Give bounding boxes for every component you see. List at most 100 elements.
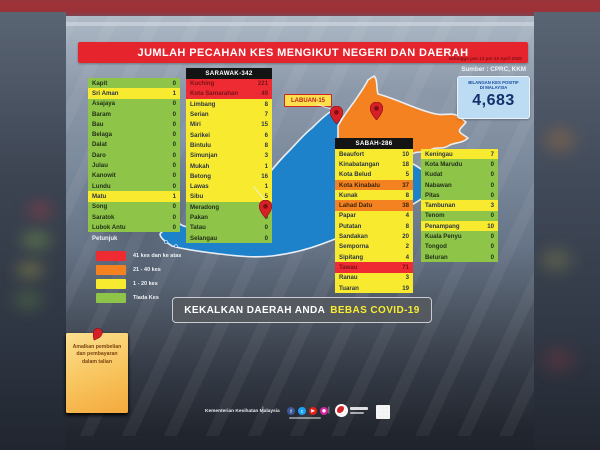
district-cases: 38 [402,202,409,210]
district-name: Dalat [92,141,107,149]
district-cases: 15 [261,121,268,129]
legend-swatch [96,293,126,303]
district-cases: 0 [172,213,176,221]
district-name: Lundu [92,182,111,190]
blurred-backdrop-right [534,12,600,450]
banner-text: KEKALKAN DAERAH ANDA [184,304,326,316]
legend-swatch [96,251,126,261]
district-cases: 0 [490,171,494,179]
social-glyph: ▶ [311,408,315,413]
district-row: Sibu 5 [186,191,272,203]
district-cases: 6 [264,131,268,139]
sarawak-district-column-2: SARAWAK-342 Kuching 221 Kota Samarahan 4… [186,68,272,244]
sticky-note: Amalkan pembelian dan pembayaran dalam t… [66,328,128,413]
district-cases: 3 [264,152,268,160]
district-name: Daro [92,151,106,159]
district-row: Limbang 8 [186,99,272,110]
district-cases: 5 [405,171,409,179]
legend-label: 21 - 40 kes [133,267,161,273]
district-name: Mukah [190,162,210,170]
district-row: Baram 0 [88,108,180,120]
district-row: Saratok 0 [88,211,180,223]
district-name: Sipitang [339,253,364,261]
footer-divider: | [262,407,264,414]
district-cases: 0 [172,203,176,211]
instagram-icon: ◉ [320,407,328,415]
district-row: Penampang 10 [421,221,498,232]
legend-item: 1 - 20 kes [96,277,181,291]
district-name: Ranau [339,274,358,282]
district-cases: 8 [405,222,409,230]
district-cases: 0 [172,172,176,180]
district-row: Kudat 0 [421,169,498,180]
district-row: Kunak 8 [335,190,413,201]
legend-label: 41 kes dan ke atas [133,253,182,259]
banner-highlight: BEBAS COVID-19 [330,304,420,316]
cprc-logo-text-line [350,412,364,414]
district-cases: 0 [490,181,494,189]
district-row: Ranau 3 [335,272,413,283]
district-row: Kota Belud 5 [335,169,413,180]
district-name: Beaufort [339,150,365,158]
district-name: Baram [92,110,111,118]
district-name: Sandakan [339,233,368,241]
campaign-banner: KEKALKAN DAERAH ANDA BEBAS COVID-19 [172,297,432,323]
district-name: Papar [339,212,356,220]
district-name: Limbang [190,100,216,108]
district-row: Tatau 0 [186,222,272,233]
district-name: Selangau [190,234,218,242]
district-name: Julau [92,162,108,170]
district-cases: 8 [264,100,268,108]
district-name: Saratok [92,213,115,221]
district-cases: 8 [264,141,268,149]
district-cases: 4 [405,212,409,220]
district-name: Tenom [425,212,445,220]
district-name: Simunjan [190,152,218,160]
district-cases: 1 [172,89,176,97]
district-cases: 4 [405,253,409,261]
legend-label: Tiada Kes [133,295,159,301]
district-row: Lubok Antu 0 [88,222,180,233]
district-cases: 0 [172,110,176,118]
district-name: Beluran [425,253,448,261]
social-glyph: ◉ [322,408,326,413]
district-cases: 0 [172,182,176,190]
district-name: Tawau [339,263,358,271]
district-cases: 16 [261,172,268,180]
island-dot [164,240,168,244]
district-cases: 0 [490,160,494,168]
district-cases: 20 [402,233,409,241]
legend-item: Tiada Kes [96,291,181,305]
sarawak-rows: Kuching 221 Kota Samarahan 49 Limbang 8 [186,78,272,244]
total-cases-value: 4,683 [472,91,515,109]
photo-top-edge [66,22,534,26]
district-name: Lawas [190,183,209,191]
district-row: Sri Aman 1 [88,88,180,99]
district-row: Lawas 1 [186,181,272,192]
district-row: Beluran 0 [421,251,498,263]
district-cases: 221 [257,80,268,88]
district-name: Tambunan [425,202,456,210]
district-name: Betong [190,172,211,180]
legend-item: 41 kes dan ke atas [96,249,181,263]
sarawak-district-column-1: Kapit 0 Sri Aman 1 Asajaya 0 Baram 0 [88,78,180,233]
district-row: Tawau 71 [335,262,413,273]
district-row: Tongod 0 [421,241,498,252]
note-text: Amalkan pembelian dan pembayaran dalam t… [72,344,122,365]
district-name: Song [92,203,108,211]
cprc-logo [335,403,369,419]
district-row: Mukah 1 [186,160,272,172]
district-row: Kota Marudu 0 [421,159,498,170]
district-cases: 0 [490,243,494,251]
social-icons: f t ▶ ◉ [287,407,328,415]
sabah-district-column-1: Beaufort 10 Kinabatangan 18 Kota Belud 5… [335,149,413,294]
district-cases: 0 [172,131,176,139]
district-name: Kanowit [92,172,116,180]
district-row: Sipitang 4 [335,251,413,263]
district-row: Tuaran 19 [335,282,413,294]
district-row: Putatan 8 [335,221,413,232]
district-name: Semporna [339,243,369,251]
district-cases: 1 [172,192,176,200]
title-bar: JUMLAH PECAHAN KES MENGIKUT NEGERI DAN D… [78,42,528,63]
